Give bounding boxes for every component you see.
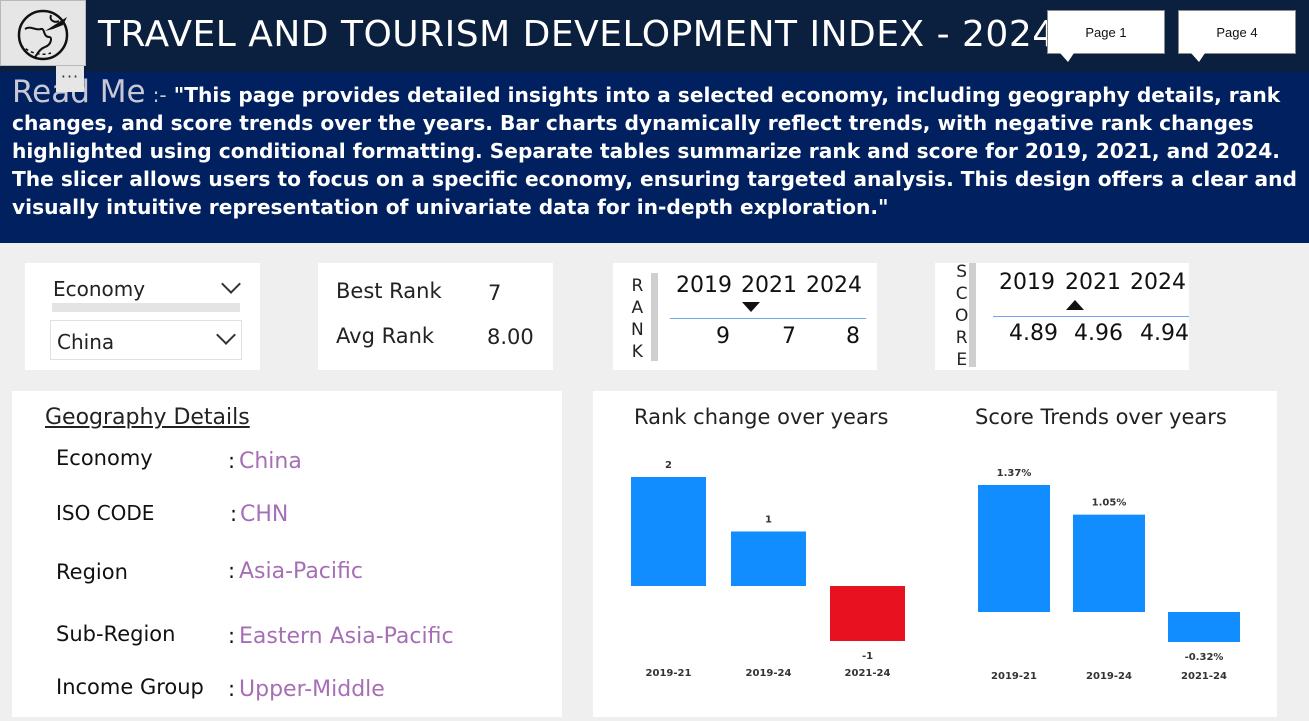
chart-0-data-label: -1 bbox=[862, 651, 873, 662]
rank-change-chart-title: Rank change over years bbox=[634, 405, 889, 429]
score-year-header: 2024 bbox=[1130, 270, 1186, 295]
rank-side-letter: A bbox=[631, 298, 644, 318]
score-value-cell: 4.89 bbox=[1009, 321, 1058, 346]
score-side-letter: O bbox=[955, 306, 969, 326]
chart-1-bar-2019-24[interactable] bbox=[1073, 514, 1145, 612]
slicer-header-chevron-icon[interactable] bbox=[221, 274, 241, 294]
geography-title: Geography Details bbox=[45, 405, 250, 430]
bar-charts-svg: 2 2019-21 1 2019-24 -1 2021-24 1.37% 2019-21 1.0… bbox=[631, 460, 1240, 682]
logo-button[interactable] bbox=[0, 0, 86, 66]
geo-value-economy: China bbox=[239, 449, 302, 474]
more-options-icon[interactable]: ··· bbox=[56, 66, 84, 92]
avg-rank-value: 8.00 bbox=[487, 325, 534, 349]
chart-0-category-label: 2019-24 bbox=[746, 668, 792, 679]
score-side-strip bbox=[969, 263, 976, 367]
score-header-divider bbox=[993, 316, 1189, 317]
rank-header-divider bbox=[670, 318, 866, 319]
score-side-letter: E bbox=[956, 350, 968, 370]
score-side-letter: S bbox=[956, 262, 968, 282]
score-year-header: 2019 bbox=[999, 270, 1055, 295]
chart-1-data-label: -0.32% bbox=[1185, 652, 1224, 663]
rank-value-cell: 8 bbox=[846, 324, 860, 349]
geo-value-iso-code: CHN bbox=[240, 502, 289, 527]
chart-0-bar-2019-21[interactable] bbox=[631, 477, 706, 586]
rank-year-header: 2019 bbox=[676, 273, 732, 298]
geo-colon: : bbox=[228, 677, 236, 701]
best-rank-label: Best Rank bbox=[336, 279, 442, 303]
sort-desc-icon[interactable] bbox=[742, 302, 760, 312]
score-side-letter: C bbox=[955, 284, 968, 304]
score-trend-chart-title: Score Trends over years bbox=[975, 405, 1227, 429]
geo-label-sub-region: Sub-Region bbox=[56, 622, 176, 646]
geo-label-economy: Economy bbox=[56, 446, 153, 470]
score-side-label: S C O R E bbox=[955, 261, 968, 371]
charts-card: Rank change over years Score Trends over… bbox=[593, 391, 1277, 717]
geo-value-region: Asia-Pacific bbox=[239, 559, 363, 584]
geo-colon: : bbox=[228, 559, 236, 583]
globe-plane-icon bbox=[17, 9, 69, 61]
rank-side-label: R A N K bbox=[631, 275, 644, 363]
readme-panel: Read Me :- "This page provides detailed … bbox=[0, 72, 1309, 243]
geo-colon: : bbox=[230, 502, 238, 526]
page-4-button[interactable]: Page 4 bbox=[1178, 10, 1296, 62]
chart-1-category-label: 2019-21 bbox=[991, 671, 1037, 682]
geo-colon: : bbox=[228, 449, 236, 473]
rank-year-header: 2021 bbox=[741, 273, 797, 298]
geo-label-region: Region bbox=[56, 560, 128, 584]
rank-side-letter: N bbox=[631, 320, 644, 340]
geo-value-income-group: Upper-Middle bbox=[239, 677, 385, 702]
sort-asc-icon[interactable] bbox=[1066, 300, 1084, 310]
score-year-header: 2021 bbox=[1065, 270, 1121, 295]
avg-rank-label: Avg Rank bbox=[336, 324, 435, 348]
chart-0-bar-2021-24[interactable] bbox=[830, 586, 905, 641]
chart-1-category-label: 2019-24 bbox=[1086, 671, 1132, 682]
rank-kpi-card: Best Rank 7 Avg Rank 8.00 bbox=[318, 263, 553, 370]
chart-0-category-label: 2021-24 bbox=[845, 668, 891, 679]
chart-1-category-label: 2021-24 bbox=[1181, 671, 1227, 682]
chart-1-bar-2019-21[interactable] bbox=[978, 485, 1050, 612]
geo-colon: : bbox=[228, 624, 236, 648]
score-side-letter: R bbox=[955, 328, 968, 348]
chart-1-bar-2021-24[interactable] bbox=[1168, 612, 1240, 642]
page-1-button[interactable]: Page 1 bbox=[1047, 10, 1165, 62]
economy-dropdown-value: China bbox=[57, 330, 115, 354]
rank-side-letter: R bbox=[631, 276, 644, 296]
rank-value-cell: 7 bbox=[782, 324, 796, 349]
chart-0-category-label: 2019-21 bbox=[646, 668, 692, 679]
rank-year-header: 2024 bbox=[806, 273, 862, 298]
slicer-label: Economy bbox=[53, 277, 146, 301]
header-bar: TRAVEL AND TOURISM DEVELOPMENT INDEX - 2… bbox=[0, 0, 1309, 72]
score-table-card: S C O R E 2019 2021 2024 4.89 4.96 4.94 bbox=[935, 261, 1189, 371]
readme-body: "This page provides detailed insights in… bbox=[12, 83, 1298, 219]
readme-separator: :- bbox=[152, 83, 167, 107]
dropdown-chevron-icon[interactable] bbox=[216, 325, 236, 345]
economy-slicer: Economy China bbox=[25, 263, 260, 370]
score-value-cell: 4.94 bbox=[1140, 321, 1189, 346]
slicer-divider bbox=[52, 303, 240, 312]
geography-details-card: Geography Details Economy : China ISO CO… bbox=[12, 391, 562, 717]
readme-text-block: Read Me :- "This page provides detailed … bbox=[12, 77, 1299, 221]
rank-table-card: R A N K 2019 2021 2024 9 7 8 bbox=[613, 263, 877, 370]
score-value-cell: 4.96 bbox=[1074, 321, 1123, 346]
dashboard-title: TRAVEL AND TOURISM DEVELOPMENT INDEX - 2… bbox=[98, 14, 1056, 55]
economy-dropdown[interactable]: China bbox=[50, 320, 242, 360]
rank-side-strip bbox=[651, 273, 658, 361]
geo-value-sub-region: Eastern Asia-Pacific bbox=[239, 624, 454, 649]
chart-1-data-label: 1.05% bbox=[1092, 498, 1127, 509]
chart-0-data-label: 2 bbox=[665, 460, 672, 471]
rank-side-letter: K bbox=[631, 342, 643, 362]
geo-label-income-group: Income Group bbox=[56, 675, 204, 699]
best-rank-value: 7 bbox=[488, 281, 502, 305]
rank-value-cell: 9 bbox=[716, 324, 730, 349]
chart-0-data-label: 1 bbox=[765, 515, 772, 526]
chart-1-data-label: 1.37% bbox=[997, 468, 1032, 479]
geo-label-iso-code: ISO CODE bbox=[56, 501, 155, 525]
chart-0-bar-2019-24[interactable] bbox=[731, 531, 806, 587]
